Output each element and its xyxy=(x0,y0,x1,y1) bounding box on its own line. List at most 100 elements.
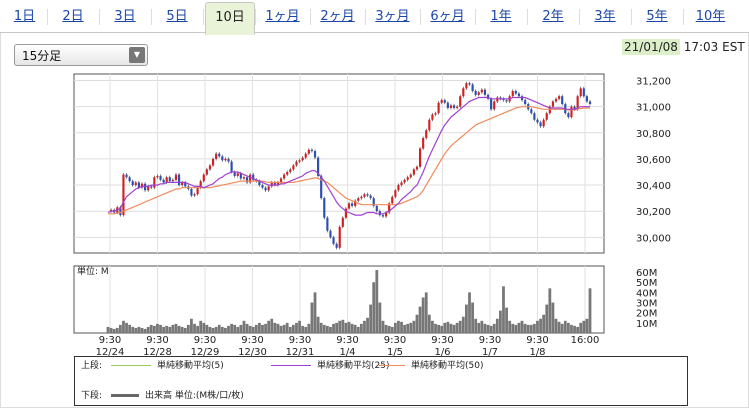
candle-body xyxy=(554,98,558,102)
candle-body xyxy=(298,160,301,162)
volume-bar xyxy=(307,323,311,333)
tab-separator xyxy=(365,9,366,25)
tab-separator xyxy=(255,9,256,25)
candle-body xyxy=(446,102,449,108)
volume-bar xyxy=(461,316,465,333)
candle-body xyxy=(279,178,283,183)
volume-bar xyxy=(449,323,453,333)
tab-11[interactable]: 2年 xyxy=(542,9,564,24)
candle-body xyxy=(215,153,218,159)
candle-body xyxy=(301,157,304,161)
candle-body xyxy=(159,175,162,180)
tab-14[interactable]: 10年 xyxy=(695,9,726,24)
volume-bar xyxy=(276,323,280,333)
candle-body xyxy=(434,113,437,115)
tab-13[interactable]: 5年 xyxy=(646,9,668,24)
tab-10[interactable]: 1年 xyxy=(490,9,512,24)
candle-body xyxy=(582,88,585,97)
tab-2[interactable]: 2日 xyxy=(62,9,84,24)
volume-bar xyxy=(495,318,499,333)
tab-8[interactable]: 3ヶ月 xyxy=(375,9,410,24)
candle-body xyxy=(202,174,205,182)
volume-bar xyxy=(125,322,128,333)
tab-12[interactable]: 3年 xyxy=(594,9,616,24)
candle-body xyxy=(465,83,468,89)
volume-tick-label: 40M xyxy=(636,288,657,299)
volume-bar xyxy=(233,324,237,333)
candle-body xyxy=(369,195,372,199)
volume-bar xyxy=(159,324,162,333)
candle-body xyxy=(233,171,236,176)
volume-bar xyxy=(217,324,221,333)
volume-bar xyxy=(536,320,539,333)
volume-bar xyxy=(489,325,493,333)
candle-body xyxy=(474,90,477,95)
volume-bar xyxy=(258,322,261,333)
candle-body xyxy=(289,169,292,172)
candle-body xyxy=(372,198,375,206)
tab-separator xyxy=(203,9,204,25)
candle-body xyxy=(505,100,508,102)
tab-separator xyxy=(47,9,48,25)
volume-bar xyxy=(168,326,172,333)
tab-3[interactable]: 3日 xyxy=(114,9,136,24)
price-tick-label: 30,800 xyxy=(636,129,671,140)
price-tick-label: 30,000 xyxy=(636,233,671,244)
volume-bar xyxy=(347,321,351,333)
x-tick-date: 12/24 xyxy=(96,347,125,358)
candle-body xyxy=(292,165,295,170)
tab-6[interactable]: 1ヶ月 xyxy=(265,9,300,24)
tab-4[interactable]: 5日 xyxy=(166,9,188,24)
candle-body xyxy=(354,200,357,206)
tab-9[interactable]: 6ヶ月 xyxy=(430,9,465,24)
candle-body xyxy=(313,151,317,158)
volume-bar xyxy=(171,324,175,333)
volume-bar xyxy=(118,324,122,333)
legend-ma25: 単純移動平均(25) xyxy=(271,359,389,373)
candle-body xyxy=(428,119,431,131)
volume-line-icon xyxy=(111,394,139,397)
ma25-line xyxy=(107,96,590,216)
volume-bar xyxy=(109,327,113,333)
tab-7[interactable]: 2ヶ月 xyxy=(320,9,355,24)
volume-bar xyxy=(279,325,283,333)
x-tick-date: 12/30 xyxy=(238,347,267,358)
candle-body xyxy=(456,106,459,108)
candle-body xyxy=(273,182,276,186)
volume-bar xyxy=(122,320,125,333)
volume-bar xyxy=(369,304,373,333)
tab-1[interactable]: 1日 xyxy=(13,9,36,24)
volume-bar xyxy=(227,325,230,333)
x-tick-time: 9:30 xyxy=(479,335,501,346)
candle-body xyxy=(338,226,341,248)
candle-body xyxy=(418,148,422,167)
price-tick-label: 30,400 xyxy=(636,181,671,192)
legend-lower-row: 下段: 出来高 単位:(M株/口/枚) xyxy=(81,389,244,403)
candle-body xyxy=(196,187,199,195)
timestamp: 21/01/08 17:03 EST xyxy=(622,39,745,55)
volume-bar xyxy=(465,304,468,333)
candle-body xyxy=(412,169,415,175)
volume-bar xyxy=(393,322,397,333)
volume-bar xyxy=(134,327,138,333)
candle-body xyxy=(249,174,252,183)
candle-body xyxy=(486,94,490,99)
tab-separator xyxy=(420,9,421,25)
candle-body xyxy=(480,89,483,93)
volume-bar xyxy=(363,320,366,333)
legend-volume-label: 出来高 単位:(M株/口/枚) xyxy=(145,391,244,401)
volume-bar xyxy=(137,326,141,333)
x-tick-date: 12/28 xyxy=(143,347,172,358)
candle-body xyxy=(332,237,335,244)
volume-bar xyxy=(532,323,536,333)
tab-5[interactable]: 10日 xyxy=(205,2,255,35)
volume-bar xyxy=(480,320,484,333)
candle-body xyxy=(230,161,233,172)
volume-bar xyxy=(529,324,533,333)
volume-bar xyxy=(505,307,508,333)
interval-select[interactable]: 15分足 ▼ xyxy=(14,44,148,66)
volume-bar xyxy=(356,326,360,333)
candle-body xyxy=(137,182,140,188)
price-plot-border xyxy=(73,73,605,254)
